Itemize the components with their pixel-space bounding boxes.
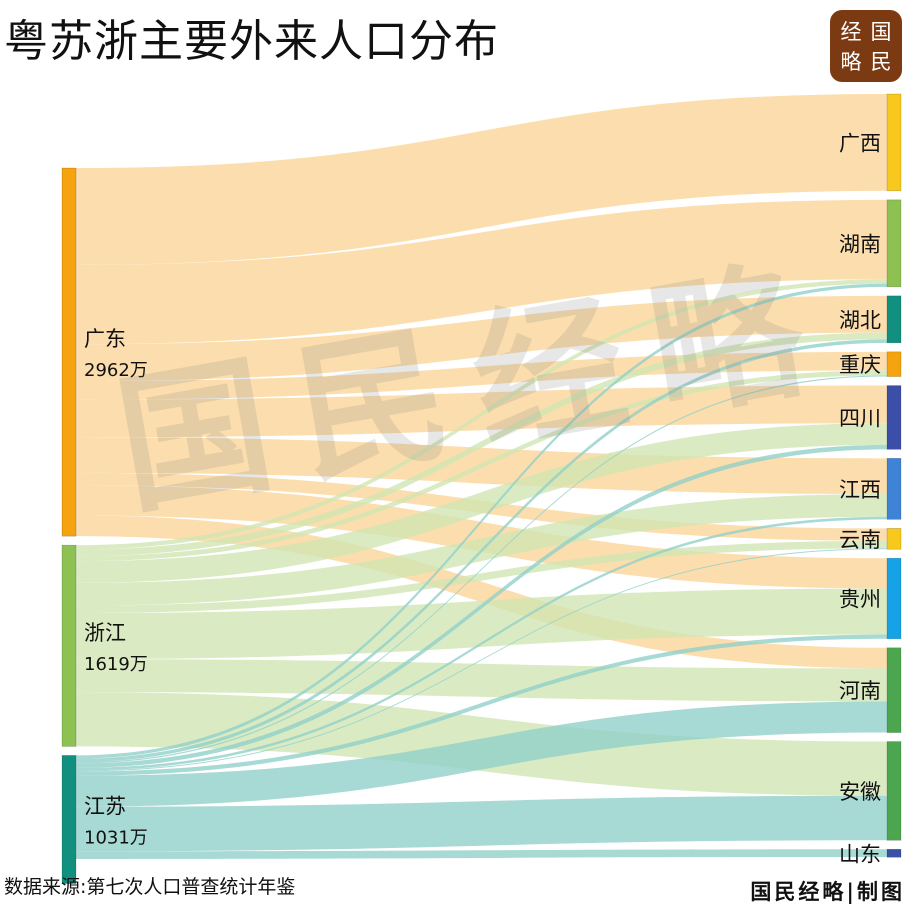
flow-江苏-河南 (76, 701, 887, 807)
flow-浙江-贵州 (76, 588, 887, 660)
brand-credit: 国民经略|制图 (750, 879, 905, 904)
target-label: 重庆 (839, 353, 881, 377)
source-value-label: 1031万 (84, 827, 148, 848)
flow-广东-湖南 (76, 199, 887, 345)
target-label: 江西 (839, 478, 881, 502)
flow-浙江-云南 (76, 540, 887, 614)
source-node-广东 (61, 167, 77, 537)
target-label: 广西 (839, 131, 881, 155)
target-node-四川 (886, 385, 902, 450)
flow-广东-重庆 (76, 351, 887, 400)
flow-江苏-贵州 (76, 634, 887, 776)
flow-江苏-安徽 (76, 795, 887, 852)
target-node-云南 (886, 528, 902, 550)
target-label: 云南 (839, 528, 881, 552)
target-node-湖南 (886, 199, 902, 288)
flow-江苏-重庆 (76, 375, 887, 764)
target-label: 湖北 (839, 308, 881, 332)
source-node-江苏 (61, 755, 77, 884)
target-label: 四川 (839, 406, 881, 430)
source-label: 江苏 (84, 794, 126, 818)
source-label: 浙江 (84, 621, 126, 645)
flow-浙江-河南 (76, 659, 887, 702)
logo-char: 国 (870, 20, 892, 44)
target-label: 河南 (839, 679, 881, 703)
flow-江苏-云南 (76, 548, 887, 772)
target-node-广西 (886, 93, 902, 192)
source-value-label: 1619万 (84, 654, 148, 675)
source-node-浙江 (61, 544, 77, 747)
flow-浙江-重庆 (76, 370, 887, 562)
flow-广东-贵州 (76, 485, 887, 589)
target-node-湖北 (886, 295, 902, 344)
flow-广东-湖北 (76, 295, 887, 382)
chart-title: 粤苏浙主要外来人口分布 (4, 16, 499, 67)
target-node-贵州 (886, 557, 902, 640)
target-label: 安徽 (839, 780, 881, 804)
brand-logo: 经 国 略 民 (830, 10, 902, 82)
flow-广东-四川 (76, 385, 887, 438)
source-value-label: 2962万 (84, 360, 148, 381)
logo-char: 略 (840, 50, 862, 74)
flow-江苏-四川 (76, 444, 887, 768)
flow-江苏-山东 (76, 849, 887, 859)
flow-广东-河南 (76, 515, 887, 669)
flow-广东-广西 (76, 94, 887, 265)
flow-浙江-四川 (76, 423, 887, 583)
target-label: 湖南 (839, 232, 881, 256)
flow-江苏-湖南 (76, 283, 887, 759)
flow-江苏-湖北 (76, 339, 887, 763)
target-node-重庆 (886, 351, 902, 377)
target-node-江西 (886, 458, 902, 520)
source-label: 广东 (84, 327, 126, 351)
flow-江苏-江西 (76, 516, 887, 771)
data-source-note: 数据来源:第七次人口普查统计年鉴 (4, 876, 296, 898)
flow-links (76, 94, 887, 859)
target-label: 山东 (839, 842, 881, 866)
target-node-安徽 (886, 741, 902, 841)
logo-char: 经 (840, 20, 862, 44)
logo-char: 民 (870, 50, 892, 74)
target-node-河南 (886, 647, 902, 733)
flow-浙江-湖北 (76, 332, 887, 557)
target-node-山东 (886, 848, 902, 858)
flow-浙江-湖南 (76, 279, 887, 550)
target-label: 贵州 (839, 588, 881, 612)
